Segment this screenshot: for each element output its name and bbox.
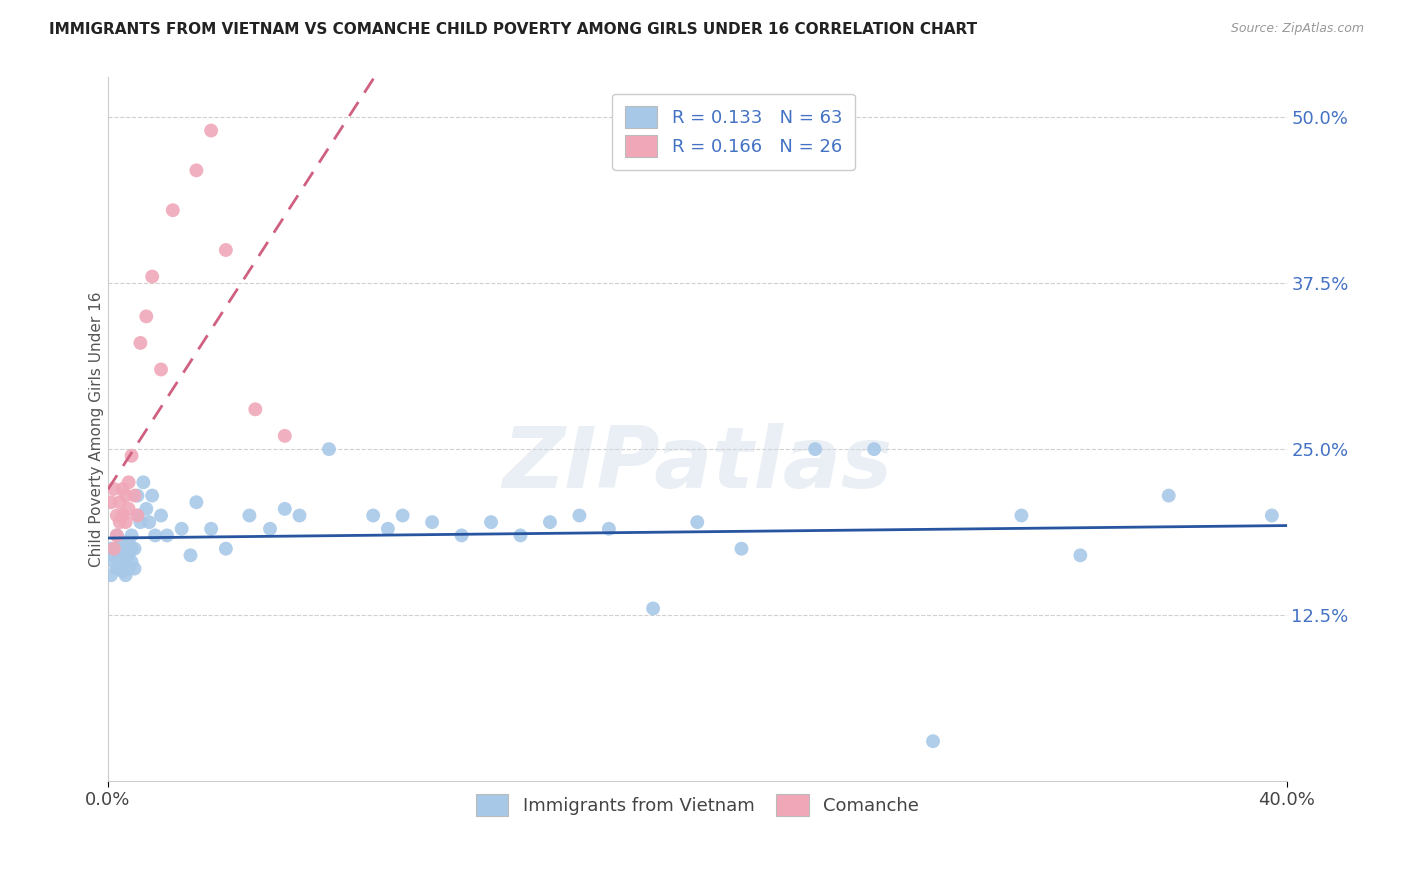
Point — [111, 482, 134, 496]
Text: ZIPatlas: ZIPatlas — [502, 423, 893, 506]
Point — [1261, 508, 1284, 523]
Point — [377, 522, 399, 536]
Point — [108, 495, 131, 509]
Point — [643, 601, 665, 615]
Point — [117, 561, 139, 575]
Point — [138, 515, 160, 529]
Point — [105, 541, 128, 556]
Point — [117, 549, 139, 563]
Point — [179, 549, 201, 563]
Point — [170, 522, 193, 536]
Point — [274, 429, 297, 443]
Point — [863, 442, 886, 457]
Point — [108, 515, 131, 529]
Point — [420, 515, 443, 529]
Point — [132, 475, 155, 490]
Point — [111, 564, 134, 578]
Point — [288, 508, 311, 523]
Point — [105, 561, 128, 575]
Point — [479, 515, 502, 529]
Point — [114, 555, 136, 569]
Point — [245, 402, 267, 417]
Point — [111, 535, 134, 549]
Point — [1010, 508, 1032, 523]
Point — [103, 482, 125, 496]
Point — [186, 163, 208, 178]
Point — [274, 501, 297, 516]
Point — [121, 541, 143, 556]
Point — [509, 528, 531, 542]
Point — [259, 522, 281, 536]
Point — [143, 528, 166, 542]
Point — [114, 541, 136, 556]
Point — [111, 549, 134, 563]
Point — [114, 515, 136, 529]
Point — [686, 515, 709, 529]
Point — [114, 568, 136, 582]
Point — [922, 734, 945, 748]
Point — [108, 558, 131, 573]
Point — [186, 495, 208, 509]
Point — [450, 528, 472, 542]
Point — [117, 475, 139, 490]
Point — [361, 508, 384, 523]
Point — [162, 203, 184, 218]
Point — [117, 501, 139, 516]
Point — [141, 489, 163, 503]
Point — [100, 541, 122, 556]
Point — [215, 541, 238, 556]
Point — [598, 522, 620, 536]
Point — [238, 508, 260, 523]
Point — [103, 549, 125, 563]
Point — [730, 541, 752, 556]
Point — [124, 561, 146, 575]
Point — [538, 515, 561, 529]
Point — [100, 568, 122, 582]
Point — [1069, 549, 1091, 563]
Point — [391, 508, 413, 523]
Point — [121, 528, 143, 542]
Point — [135, 501, 157, 516]
Point — [114, 489, 136, 503]
Point — [200, 123, 222, 137]
Point — [103, 541, 125, 556]
Point — [117, 535, 139, 549]
Legend: Immigrants from Vietnam, Comanche: Immigrants from Vietnam, Comanche — [467, 785, 928, 825]
Point — [150, 508, 173, 523]
Point — [103, 555, 125, 569]
Point — [200, 522, 222, 536]
Point — [1157, 489, 1180, 503]
Point — [568, 508, 591, 523]
Point — [127, 489, 149, 503]
Point — [100, 495, 122, 509]
Y-axis label: Child Poverty Among Girls Under 16: Child Poverty Among Girls Under 16 — [90, 292, 104, 567]
Point — [141, 269, 163, 284]
Point — [124, 489, 146, 503]
Point — [105, 528, 128, 542]
Point — [127, 508, 149, 523]
Text: Source: ZipAtlas.com: Source: ZipAtlas.com — [1230, 22, 1364, 36]
Point — [804, 442, 827, 457]
Point — [215, 243, 238, 257]
Point — [135, 310, 157, 324]
Point — [121, 555, 143, 569]
Text: IMMIGRANTS FROM VIETNAM VS COMANCHE CHILD POVERTY AMONG GIRLS UNDER 16 CORRELATI: IMMIGRANTS FROM VIETNAM VS COMANCHE CHIL… — [49, 22, 977, 37]
Point — [121, 449, 143, 463]
Point — [318, 442, 340, 457]
Point — [124, 541, 146, 556]
Point — [108, 546, 131, 560]
Point — [105, 508, 128, 523]
Point — [111, 508, 134, 523]
Point — [129, 515, 152, 529]
Point — [129, 335, 152, 350]
Point — [127, 508, 149, 523]
Point — [150, 362, 173, 376]
Point — [105, 528, 128, 542]
Point — [156, 528, 179, 542]
